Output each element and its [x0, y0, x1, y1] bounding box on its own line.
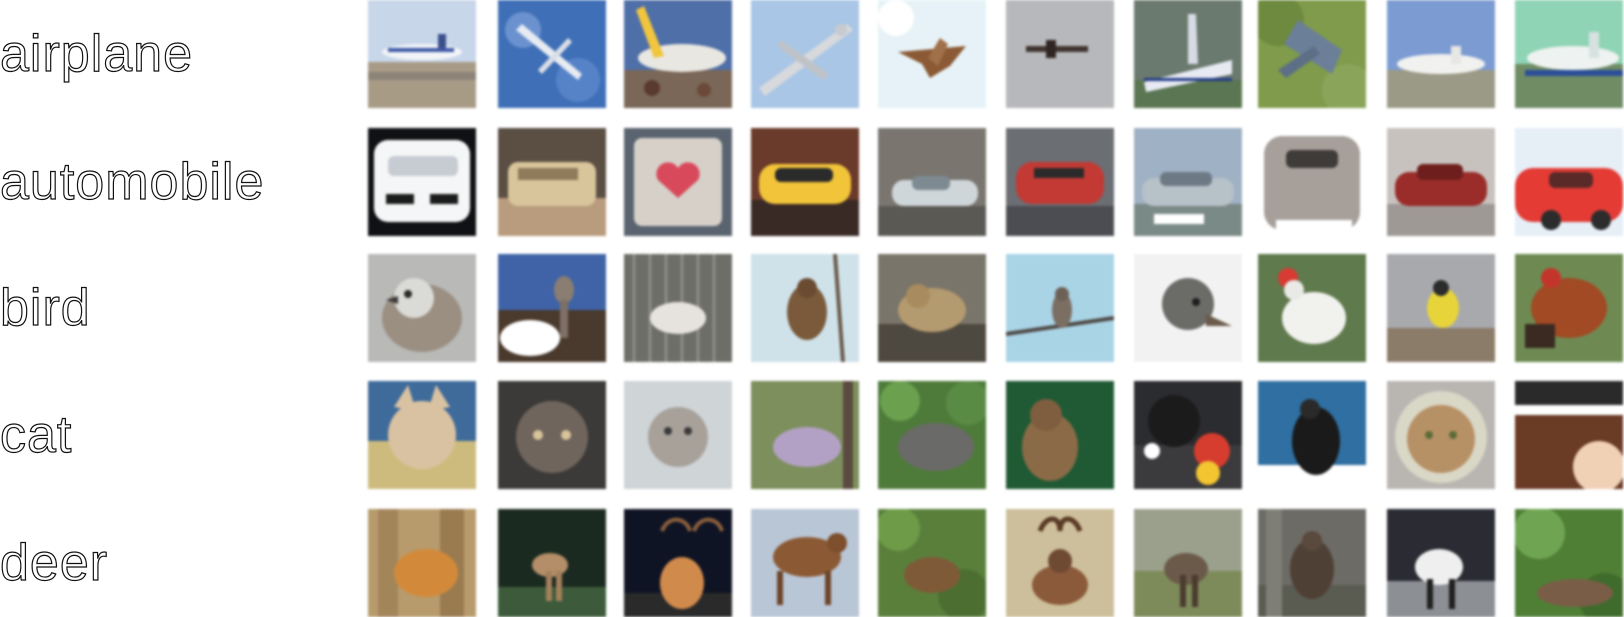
- image-thumbnail: [1134, 381, 1242, 489]
- image-thumbnail: [1258, 0, 1366, 108]
- image-thumbnail: [368, 509, 476, 617]
- image-thumbnail: [1515, 254, 1623, 362]
- image-thumbnail: [1387, 0, 1495, 108]
- image-thumbnail: [1387, 128, 1495, 236]
- image-thumbnail: [751, 128, 859, 236]
- image-thumbnail: [878, 509, 986, 617]
- image-thumbnail: [1006, 381, 1114, 489]
- image-thumbnail: [1515, 381, 1623, 489]
- image-thumbnail: [878, 0, 986, 108]
- image-thumbnail: [498, 0, 606, 108]
- class-row-automobile: automobile: [0, 128, 1624, 236]
- image-thumbnail: [751, 381, 859, 489]
- class-row-deer: deer: [0, 509, 1624, 617]
- image-thumbnail: [368, 381, 476, 489]
- image-thumbnail: [878, 128, 986, 236]
- image-thumbnail: [878, 381, 986, 489]
- image-thumbnail: [1387, 254, 1495, 362]
- image-thumbnail: [1258, 509, 1366, 617]
- image-thumbnail: [1006, 509, 1114, 617]
- image-thumbnail: [498, 509, 606, 617]
- image-thumbnail: [1387, 509, 1495, 617]
- image-thumbnail: [498, 128, 606, 236]
- image-thumbnail: [624, 381, 732, 489]
- image-thumbnail: [368, 0, 476, 108]
- image-thumbnail: [1387, 381, 1495, 489]
- image-thumbnail: [1006, 254, 1114, 362]
- image-thumbnail: [1515, 509, 1623, 617]
- image-thumbnail: [624, 128, 732, 236]
- image-thumbnail: [1006, 128, 1114, 236]
- image-thumbnail: [878, 254, 986, 362]
- image-thumbnail: [1134, 254, 1242, 362]
- image-thumbnail: [1134, 128, 1242, 236]
- class-label: cat: [0, 405, 73, 464]
- image-thumbnail: [368, 128, 476, 236]
- class-label: deer: [0, 533, 109, 592]
- class-row-bird: bird: [0, 254, 1624, 362]
- image-thumbnail: [751, 509, 859, 617]
- image-thumbnail: [624, 0, 732, 108]
- image-thumbnail: [1515, 0, 1623, 108]
- image-thumbnail: [1258, 128, 1366, 236]
- class-label: airplane: [0, 24, 194, 83]
- class-label: automobile: [0, 152, 265, 211]
- image-thumbnail: [368, 254, 476, 362]
- class-label: bird: [0, 278, 91, 337]
- image-thumbnail: [1515, 128, 1623, 236]
- image-thumbnail: [1006, 0, 1114, 108]
- image-thumbnail: [624, 509, 732, 617]
- class-row-airplane: airplane: [0, 0, 1624, 108]
- image-thumbnail: [1134, 0, 1242, 108]
- image-thumbnail: [751, 254, 859, 362]
- image-thumbnail: [1258, 381, 1366, 489]
- class-row-cat: cat: [0, 381, 1624, 489]
- image-thumbnail: [1134, 509, 1242, 617]
- image-thumbnail: [498, 381, 606, 489]
- image-thumbnail: [751, 0, 859, 108]
- image-thumbnail: [498, 254, 606, 362]
- image-thumbnail: [1258, 254, 1366, 362]
- image-thumbnail: [624, 254, 732, 362]
